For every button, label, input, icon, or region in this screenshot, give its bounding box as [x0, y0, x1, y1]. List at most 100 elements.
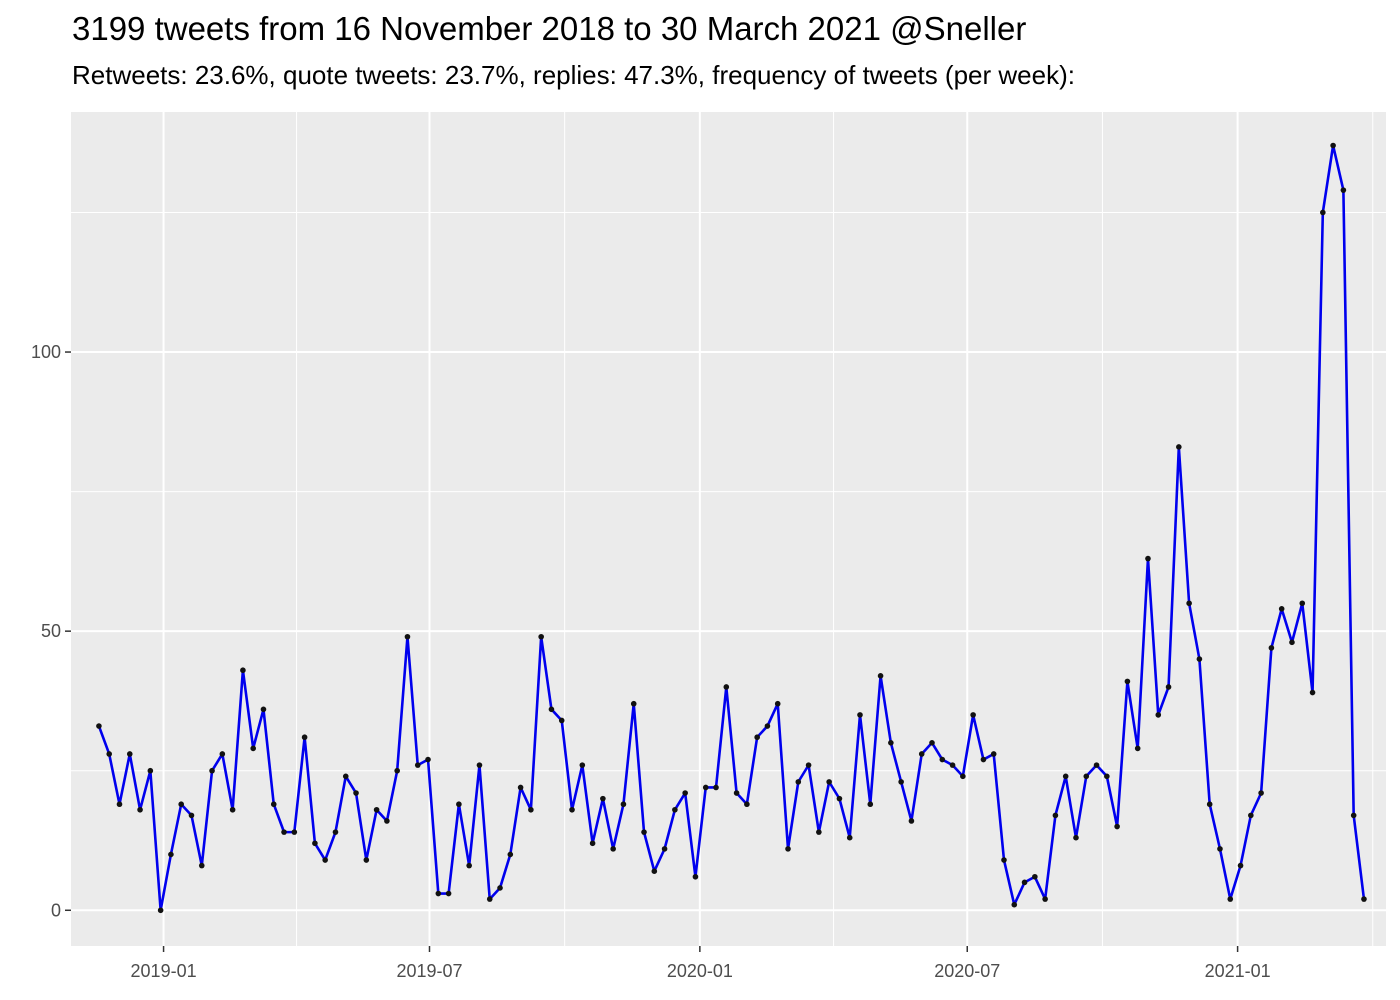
data-point: [672, 806, 678, 813]
data-point: [990, 751, 997, 757]
data-point: [1176, 444, 1182, 450]
data-point: [1278, 606, 1285, 612]
data-point: [1165, 684, 1172, 690]
data-point: [1330, 142, 1336, 149]
data-point: [1093, 762, 1100, 768]
data-point: [332, 829, 339, 835]
series-line: [97, 144, 1366, 912]
data-point: [846, 834, 853, 841]
data-point: [260, 706, 267, 713]
plot-panel: [71, 112, 1386, 946]
data-point: [157, 907, 164, 914]
data-point: [1052, 812, 1059, 819]
x-tick-label: 2020-07: [934, 961, 1000, 981]
data-point: [1083, 773, 1090, 780]
major-gridlines: [71, 112, 1386, 946]
x-tick-label: 2019-01: [131, 961, 197, 981]
data-point: [682, 790, 688, 796]
data-point: [1011, 901, 1018, 908]
data-points: [96, 142, 1367, 914]
axes: 2019-01 2019-07 2020-01 2020-07 2021-01 0 50 10…: [31, 342, 1271, 981]
chart-title: 3199 tweets from 16 November 2018 to 30 …: [72, 10, 1027, 47]
data-point: [949, 762, 956, 768]
x-tick-label: 2020-01: [667, 961, 733, 981]
data-point: [198, 862, 205, 869]
data-point: [270, 801, 277, 808]
data-point: [620, 801, 627, 808]
data-point: [250, 745, 256, 752]
data-point: [1217, 846, 1223, 852]
data-point: [960, 773, 966, 780]
x-tick-label: 2021-01: [1205, 961, 1271, 981]
y-tick-label: 50: [41, 621, 61, 641]
data-point: [281, 829, 287, 835]
data-point: [373, 806, 380, 813]
data-point: [353, 790, 359, 796]
data-point: [1155, 712, 1162, 718]
data-point: [980, 756, 987, 763]
data-point: [1248, 812, 1254, 819]
data-point: [641, 829, 647, 835]
data-point: [425, 756, 431, 763]
data-point: [312, 840, 318, 847]
data-point: [404, 633, 411, 640]
data-point: [147, 767, 154, 774]
data-point: [1258, 790, 1264, 796]
data-point: [528, 806, 534, 813]
data-point: [651, 868, 658, 874]
data-point: [1062, 773, 1069, 780]
data-point: [486, 896, 493, 902]
data-point: [918, 751, 925, 757]
data-point: [1361, 896, 1367, 902]
data-point: [1032, 873, 1038, 880]
data-point: [754, 734, 760, 741]
data-point: [661, 846, 668, 852]
data-point: [1227, 896, 1234, 902]
data-point: [857, 712, 863, 718]
data-point: [589, 840, 596, 847]
data-point: [188, 812, 195, 819]
data-point: [579, 762, 586, 768]
data-point: [744, 801, 750, 808]
data-point: [1309, 689, 1316, 696]
data-point: [1186, 600, 1192, 607]
data-point: [538, 633, 544, 640]
data-point: [137, 806, 143, 813]
data-point: [1206, 801, 1213, 808]
data-point: [126, 751, 133, 757]
data-point: [1114, 823, 1120, 830]
data-point: [1320, 209, 1326, 216]
data-point: [1021, 879, 1028, 886]
data-point: [1042, 896, 1048, 902]
data-point: [908, 818, 915, 824]
y-tick-label: 100: [31, 342, 61, 362]
data-point: [702, 784, 709, 791]
data-point: [168, 851, 174, 858]
data-point: [1268, 645, 1275, 651]
data-point: [96, 723, 102, 729]
data-point: [1073, 834, 1079, 841]
data-point: [384, 818, 390, 824]
data-point: [240, 667, 246, 674]
data-point: [1289, 639, 1295, 646]
data-point: [888, 740, 894, 746]
data-point: [733, 790, 740, 796]
data-point: [548, 706, 555, 713]
data-point: [569, 806, 575, 813]
data-point: [1340, 187, 1347, 193]
minor-gridlines: [71, 112, 1386, 946]
data-point: [970, 712, 976, 718]
data-point: [414, 762, 421, 768]
data-point: [322, 857, 328, 863]
data-point: [219, 751, 226, 757]
data-point: [301, 734, 308, 741]
data-point: [558, 717, 565, 724]
data-point: [1196, 656, 1203, 662]
data-point: [898, 779, 904, 785]
data-point: [1104, 773, 1110, 780]
data-point: [774, 700, 781, 707]
data-point: [229, 806, 236, 813]
data-point: [785, 846, 791, 852]
data-point: [1001, 857, 1007, 863]
y-tick-label: 0: [51, 900, 61, 920]
